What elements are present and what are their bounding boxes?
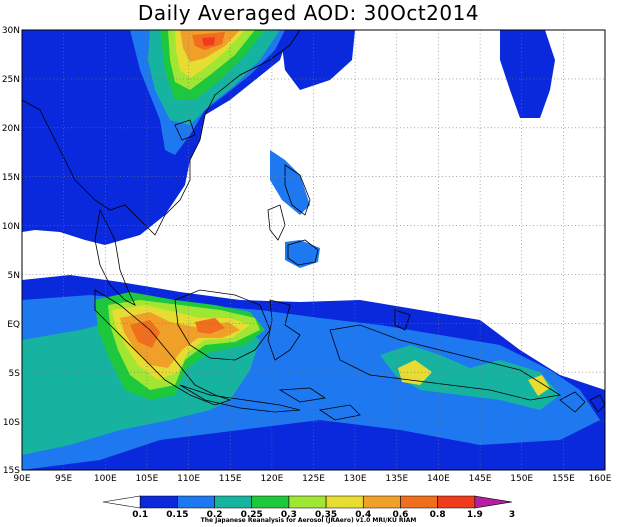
lat-label: 5S (9, 369, 21, 379)
lon-label: 110E (177, 474, 200, 484)
lat-label: 30N (2, 26, 20, 36)
aod-band (285, 240, 320, 268)
colorbar-label: 0.25 (241, 510, 263, 520)
colorbar-swatch (139, 495, 178, 509)
colorbar-label: 0.4 (355, 510, 371, 520)
aod-band-low (22, 30, 120, 112)
map-title: Daily Averaged AOD: 30Oct2014 (137, 1, 480, 25)
aod-band (380, 345, 560, 410)
lat-label: 25N (2, 75, 20, 85)
colorbar-swatch (437, 495, 476, 509)
colorbar: 0.1 0.15 0.2 0.25 0.3 0.35 0.4 0.6 0.8 1.9 3 (102, 495, 515, 520)
aod-band (528, 375, 550, 396)
lat-label: 15S (3, 466, 20, 476)
lon-label: 115E (219, 474, 242, 484)
lat-label: 15N (2, 173, 20, 183)
aod-band-low (500, 30, 555, 118)
lat-label: EQ (7, 320, 20, 330)
colorbar-label: 0.2 (207, 510, 223, 520)
colorbar-swatch (177, 495, 215, 509)
lon-label: 100E (94, 474, 117, 484)
aod-band (202, 37, 215, 46)
colorbar-swatch (400, 495, 438, 509)
colorbar-label: 0.6 (392, 510, 408, 520)
colorbar-swatch (102, 495, 141, 509)
gridlines (22, 30, 605, 470)
lon-label: 125E (302, 474, 325, 484)
lat-label: 10S (3, 418, 20, 428)
lat-label: 20N (2, 124, 20, 134)
lon-label: 95E (55, 474, 72, 484)
coastlines (22, 30, 605, 421)
lon-label: 130E (344, 474, 367, 484)
map-frame (21, 29, 606, 471)
colorbar-swatch (288, 495, 327, 509)
colorbar-label: 3 (509, 510, 515, 520)
colorbar-swatch (325, 495, 364, 509)
colorbar-label: 0.8 (430, 510, 446, 520)
colorbar-swatch (251, 495, 290, 509)
aod-field (22, 30, 605, 470)
lon-label: 140E (427, 474, 450, 484)
colorbar-swatch (362, 495, 401, 509)
credit-text: The Japanese Reanalysis for Aerosol (JRA… (200, 517, 417, 524)
aod-band (270, 150, 310, 215)
lon-label: 145E (469, 474, 492, 484)
colorbar-label: 0.1 (132, 510, 148, 520)
colorbar-label: 0.3 (281, 510, 297, 520)
lon-label: 155E (552, 474, 575, 484)
aod-band-low (280, 30, 355, 90)
lon-label: 135E (385, 474, 408, 484)
lat-label: 10N (2, 222, 20, 232)
colorbar-swatch (214, 495, 253, 509)
aod-band (130, 320, 160, 348)
colorbar-swatch (474, 495, 513, 509)
colorbar-label: 0.15 (166, 510, 188, 520)
lon-label: 90E (13, 474, 30, 484)
colorbar-label: 1.9 (467, 510, 483, 520)
lat-labels: 30N 25N 20N 15N 10N 5N EQ 5S 10S 15S (2, 26, 20, 476)
lon-label: 105E (135, 474, 158, 484)
aod-band (195, 318, 225, 334)
colorbar-label: 0.35 (315, 510, 337, 520)
lon-label: 150E (510, 474, 533, 484)
lat-label: 5N (8, 271, 20, 281)
lon-label: 120E (260, 474, 283, 484)
lon-label: 160E (589, 474, 612, 484)
lon-labels: 90E 95E 100E 105E 110E 115E 120E 125E 13… (13, 474, 611, 484)
